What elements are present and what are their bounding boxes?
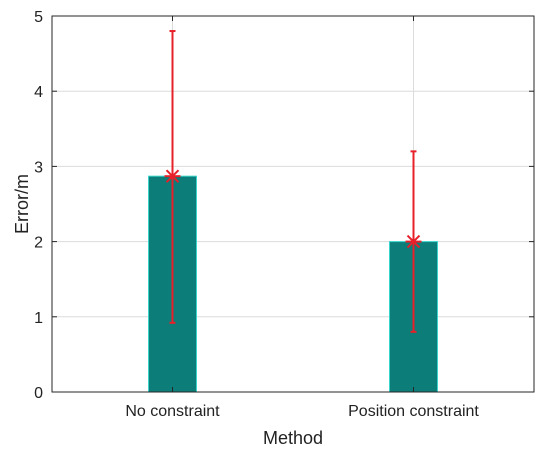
plot-frame — [51, 15, 535, 393]
y-tick-label: 3 — [34, 159, 43, 176]
x-tick-label: No constraint — [125, 403, 220, 420]
y-tick-label: 4 — [34, 84, 43, 101]
bars — [148, 175, 438, 393]
x-ticks: No constraint Position constraint — [125, 16, 479, 420]
error-bars — [164, 30, 422, 333]
mean-marker-0 — [164, 168, 181, 185]
x-tick-label: Position constraint — [348, 403, 479, 420]
y-tick-label: 2 — [34, 235, 43, 252]
y-tick-label: 1 — [34, 310, 43, 327]
mean-marker-1 — [405, 233, 422, 250]
x-axis-label: Method — [263, 428, 323, 448]
y-tick-label: 0 — [34, 385, 43, 402]
plot-area — [52, 16, 534, 392]
y-ticks: 0 1 2 3 4 5 — [34, 9, 534, 402]
y-axis-label: Error/m — [12, 174, 32, 234]
y-tick-label: 5 — [34, 9, 43, 26]
